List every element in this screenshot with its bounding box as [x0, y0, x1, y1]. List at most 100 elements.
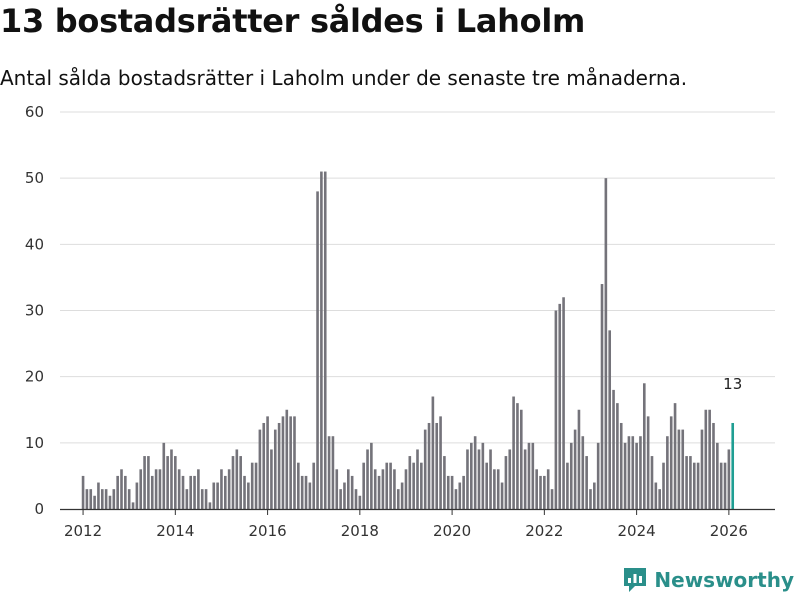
bar-2021-07: [519, 409, 523, 509]
bar-2012-09: [112, 489, 116, 509]
bar-2015-07: [243, 475, 246, 509]
bar-2016-09: [297, 462, 300, 509]
bar-2017-06: [331, 436, 335, 509]
bar-2024-09: [666, 436, 669, 509]
bar-2014-10: [208, 502, 212, 509]
x-axis: 2012 2014 2016 2018 2020 2022 2024 2026: [60, 508, 775, 540]
bar-2025-08: [708, 409, 711, 509]
bar-2018-01: [358, 495, 362, 509]
bar-2019-05: [420, 462, 423, 509]
bar-2012-11: [120, 469, 123, 509]
bar-2025-12: [723, 462, 727, 509]
bar-2019-08: [431, 396, 435, 509]
bar-2020-09: [481, 442, 485, 509]
bar-2018-07: [381, 469, 385, 509]
bar-2025-11: [719, 462, 723, 509]
bar-2016-02: [270, 449, 273, 509]
bar-2015-06: [239, 456, 242, 509]
bar-2023-04: [600, 284, 604, 509]
bar-2026-01: [727, 449, 731, 509]
bar-2023-12: [631, 436, 635, 509]
bar-2018-04: [370, 442, 373, 509]
bar-2021-10: [531, 442, 535, 509]
x-tick-label-2016: 2016: [248, 522, 286, 540]
bar-2018-03: [366, 449, 369, 509]
bar-2022-12: [585, 456, 588, 509]
bar-2019-11: [443, 456, 446, 509]
bar-2012-05: [97, 482, 100, 509]
bar-2025-10: [716, 442, 719, 509]
bar-2012-10: [116, 475, 119, 509]
bar-2023-05: [604, 178, 608, 509]
bar-2023-01: [589, 489, 592, 509]
bar-2017-07: [335, 469, 339, 509]
bar-2016-01: [266, 416, 269, 509]
y-tick-label-40: 40: [25, 235, 44, 253]
bar-2014-07: [197, 469, 200, 509]
x-tick-label-2020: 2020: [433, 522, 471, 540]
bar-2013-04: [139, 469, 143, 509]
bar-2016-04: [277, 422, 281, 509]
bar-2021-06: [516, 403, 519, 509]
x-tick-label-2024: 2024: [618, 522, 656, 540]
newsworthy-logo: Newsworthy: [622, 566, 794, 594]
bar-2019-01: [404, 469, 408, 509]
bar-2024-12: [677, 429, 681, 509]
bar-2020-05: [466, 449, 469, 509]
bar-2024-11: [673, 403, 677, 509]
bar-2024-06: [654, 482, 658, 509]
bar-2015-05: [235, 449, 239, 509]
y-tick-label-60: 60: [25, 103, 44, 121]
bar-2019-03: [412, 462, 415, 509]
bar-2021-08: [523, 449, 527, 509]
bar-2013-10: [162, 442, 166, 509]
newsworthy-icon: [624, 568, 647, 592]
bar-2022-04: [554, 310, 558, 509]
bar-2012-02: [85, 489, 89, 509]
y-tick-label-50: 50: [25, 169, 44, 187]
bar-2013-05: [143, 456, 146, 509]
bar-2022-11: [581, 436, 585, 509]
bar-2013-11: [166, 456, 169, 509]
y-tick-label-20: 20: [25, 368, 44, 386]
bar-2015-09: [250, 462, 254, 509]
bar-2018-02: [362, 462, 365, 509]
chart-subtitle: Antal sålda bostadsrätter i Laholm under…: [0, 66, 688, 90]
bar-2016-05: [281, 416, 285, 509]
bar-2021-04: [508, 449, 512, 509]
bar-2023-03: [596, 442, 600, 509]
bar-2022-06: [562, 297, 565, 509]
x-tick-label-2012: 2012: [64, 522, 102, 540]
bar-2024-02: [639, 436, 642, 509]
bar-2012-04: [93, 495, 96, 509]
bar-2021-01: [496, 469, 500, 509]
bar-2020-04: [462, 475, 465, 509]
bar-2020-08: [477, 449, 481, 509]
bar-2014-03: [181, 475, 185, 509]
bar-2014-12: [216, 482, 219, 509]
bar-2024-08: [662, 462, 665, 509]
bar-2025-09: [712, 422, 715, 509]
bar-2018-11: [396, 489, 400, 509]
bar-2020-10: [485, 462, 489, 509]
highlight-value-label: 13: [723, 375, 742, 393]
bar-2024-03: [642, 383, 646, 509]
x-tick-label-2026: 2026: [710, 522, 748, 540]
bar-2025-03: [689, 456, 692, 509]
bar-2024-04: [646, 416, 650, 509]
bar-2023-08: [616, 403, 619, 509]
bar-2024-05: [650, 456, 654, 509]
bar-2024-10: [669, 416, 673, 509]
bar-2016-06: [285, 409, 289, 509]
bar-2016-12: [308, 482, 312, 509]
bar-2014-06: [193, 475, 196, 509]
bar-2019-02: [408, 456, 412, 509]
bar-2017-12: [354, 489, 358, 509]
bar-2013-02: [131, 502, 135, 509]
bar-2019-06: [423, 429, 427, 509]
bar-2019-04: [416, 449, 419, 509]
bar-2012-03: [89, 489, 93, 509]
bar-2022-09: [573, 429, 577, 509]
bar-2015-08: [247, 482, 250, 509]
bar-2019-12: [446, 475, 450, 509]
